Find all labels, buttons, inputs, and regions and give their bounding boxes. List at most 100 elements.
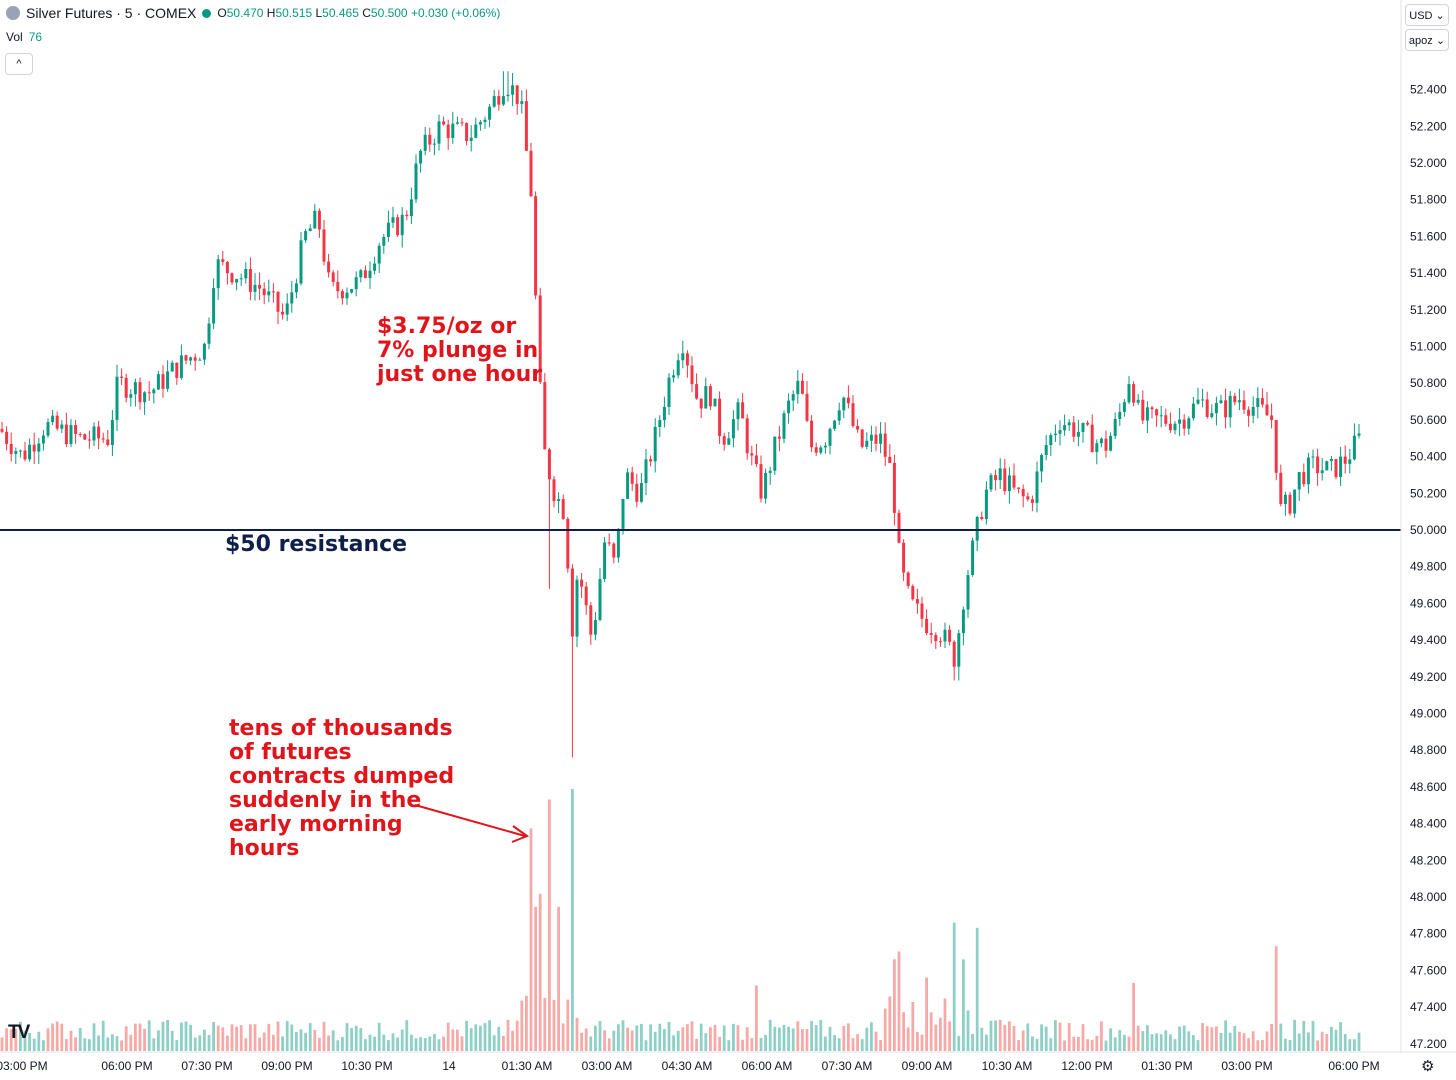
candle-body (529, 150, 533, 197)
candle-body (1173, 423, 1177, 431)
chart-legend: Silver Futures · 5 · COMEX O50.470 H50.5… (6, 5, 500, 21)
candle-body (1049, 435, 1053, 446)
candle-body (791, 394, 795, 401)
volume-bar (322, 1021, 326, 1051)
tradingview-logo[interactable]: TV (8, 1022, 30, 1043)
currency-select[interactable]: USD ⌄ (1405, 4, 1449, 26)
candle-body (695, 384, 699, 399)
candle-body (1122, 402, 1126, 412)
y-tick-label: 50.200 (1410, 486, 1447, 500)
ohlc-values: O50.470 H50.515 L50.465 C50.500 +0.030 (… (217, 6, 501, 20)
volume-bar (957, 1036, 961, 1051)
candle-body (1348, 459, 1352, 464)
y-tick-label: 51.000 (1410, 340, 1447, 354)
x-tick-label: 07:30 AM (822, 1059, 873, 1073)
volume-bar (989, 1020, 993, 1051)
volume-bar (603, 1030, 606, 1051)
volume-bar (1196, 1040, 1200, 1051)
settings-gear-icon[interactable]: ⚙ (1421, 1058, 1435, 1075)
y-tick-label: 51.200 (1410, 303, 1447, 317)
candle-body (225, 261, 229, 274)
volume-bar (28, 1032, 31, 1051)
candle-body (313, 210, 317, 229)
volume-bar (612, 1030, 616, 1051)
volume-bar (1058, 1022, 1062, 1051)
volume-bar (331, 1030, 335, 1051)
volume-bar (1017, 1039, 1020, 1051)
volume-bar (893, 959, 896, 1051)
volume-bar (428, 1036, 432, 1051)
candle-body (92, 426, 96, 441)
volume-bar (939, 1017, 942, 1051)
volume-bar (750, 1038, 754, 1051)
candle-body (1182, 419, 1186, 429)
volume-bar (1297, 1033, 1301, 1051)
volume-bar (1021, 1030, 1025, 1051)
volume-bar (327, 1035, 330, 1051)
volume-bar (272, 1034, 275, 1051)
candle-body (492, 96, 496, 107)
volume-bar (465, 1020, 468, 1051)
candle-body (635, 483, 639, 502)
candle-body (869, 434, 873, 441)
volume-bar (1169, 1034, 1172, 1051)
volume-bar (1146, 1025, 1149, 1051)
silver-symbol-icon (6, 6, 20, 20)
volume-bar (594, 1025, 597, 1051)
volume-bar (391, 1033, 395, 1051)
y-tick-label: 51.600 (1410, 229, 1447, 243)
y-tick-label: 48.600 (1410, 780, 1447, 794)
volume-bar (796, 1021, 800, 1051)
y-tick-label: 50.000 (1410, 523, 1447, 537)
volume-bar (888, 996, 892, 1051)
candle-body (718, 398, 722, 437)
candle-body (281, 311, 285, 315)
collapse-legend-button[interactable]: ^ (5, 53, 33, 75)
candle-body (198, 359, 202, 361)
x-tick-label: 12:00 PM (1061, 1059, 1112, 1073)
volume-bar (350, 1028, 353, 1051)
time-axis[interactable]: 03:00 PM 06:00 PM 07:30 PM 09:00 PM 10:30 PM… (0, 1059, 1380, 1073)
volume-bar (1215, 1026, 1218, 1051)
volume-bar (1173, 1039, 1177, 1051)
candle-body (888, 456, 892, 463)
candle-body (428, 134, 432, 145)
volume-bar (166, 1019, 169, 1051)
candle-body (345, 292, 349, 299)
candle-body (304, 231, 308, 241)
candle-body (1017, 487, 1021, 489)
candle-body (377, 245, 381, 264)
candle-body (736, 402, 740, 420)
volume-bar (1081, 1024, 1085, 1051)
candle-body (110, 419, 114, 446)
price-axis[interactable]: 52.400 52.200 52.000 51.800 51.600 51.400 51.2… (1410, 83, 1447, 1051)
volume-bar (713, 1024, 717, 1051)
y-tick-label: 47.400 (1410, 1000, 1447, 1014)
candle-body (1256, 398, 1260, 407)
volume-bar (124, 1026, 128, 1051)
volume-bar (690, 1021, 694, 1051)
candle-body (704, 386, 708, 409)
volume-bar (1077, 1036, 1080, 1051)
symbol-title[interactable]: Silver Futures · 5 · COMEX (26, 5, 197, 21)
volume-bar (1109, 1028, 1112, 1051)
volume-bar (732, 1023, 735, 1051)
volume-bar (580, 1032, 583, 1051)
candle-body (1076, 431, 1080, 437)
x-tick-label: 09:00 AM (902, 1059, 953, 1073)
volume-bar (221, 1027, 225, 1051)
candle-body (1302, 472, 1306, 485)
volume-bar (538, 893, 542, 1051)
candle-body (336, 281, 340, 292)
candle-body (184, 355, 188, 361)
candle-body (46, 422, 50, 436)
candle-body (414, 163, 418, 200)
candle-body (1086, 422, 1090, 425)
volume-bar (1265, 1031, 1269, 1051)
x-tick-label: 14 (442, 1059, 456, 1073)
candle-body (690, 365, 694, 385)
annotation-arrow (414, 804, 526, 837)
scale-select[interactable]: apoz ⌄ (1405, 29, 1449, 51)
volume-bar (1040, 1024, 1043, 1051)
